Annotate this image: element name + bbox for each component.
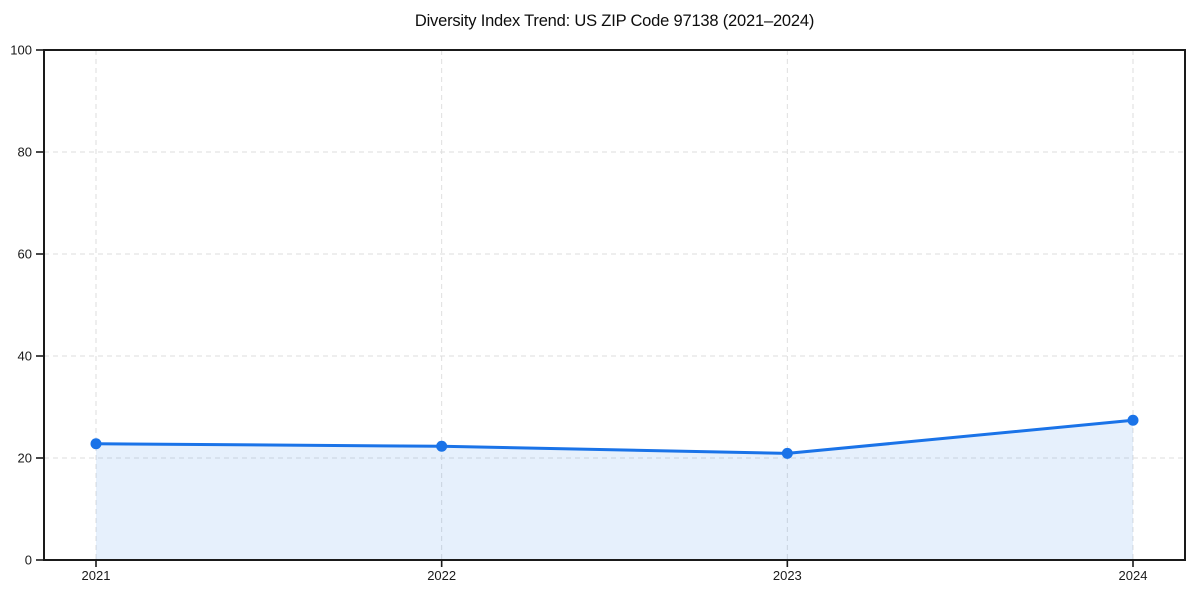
- area-fill: [96, 420, 1133, 560]
- x-tick-label: 2023: [773, 568, 802, 583]
- y-tick-label: 80: [18, 145, 32, 160]
- trend-line: [94, 418, 1135, 455]
- y-tick-label: 100: [10, 43, 32, 58]
- y-tick-label: 60: [18, 247, 32, 262]
- y-tick-label: 0: [25, 553, 32, 568]
- data-point-marker: [1127, 414, 1139, 426]
- data-point-marker: [436, 440, 448, 452]
- x-tick-label: 2021: [82, 568, 111, 583]
- x-tick-label: 2024: [1119, 568, 1148, 583]
- axes-box: [43, 49, 1186, 561]
- data-point-marker: [90, 438, 102, 450]
- x-tick-label: 2022: [427, 568, 456, 583]
- y-tick-label: 40: [18, 349, 32, 364]
- y-tick-label: 20: [18, 451, 32, 466]
- data-point-marker: [781, 447, 793, 459]
- chart-title: Diversity Index Trend: US ZIP Code 97138…: [414, 12, 815, 30]
